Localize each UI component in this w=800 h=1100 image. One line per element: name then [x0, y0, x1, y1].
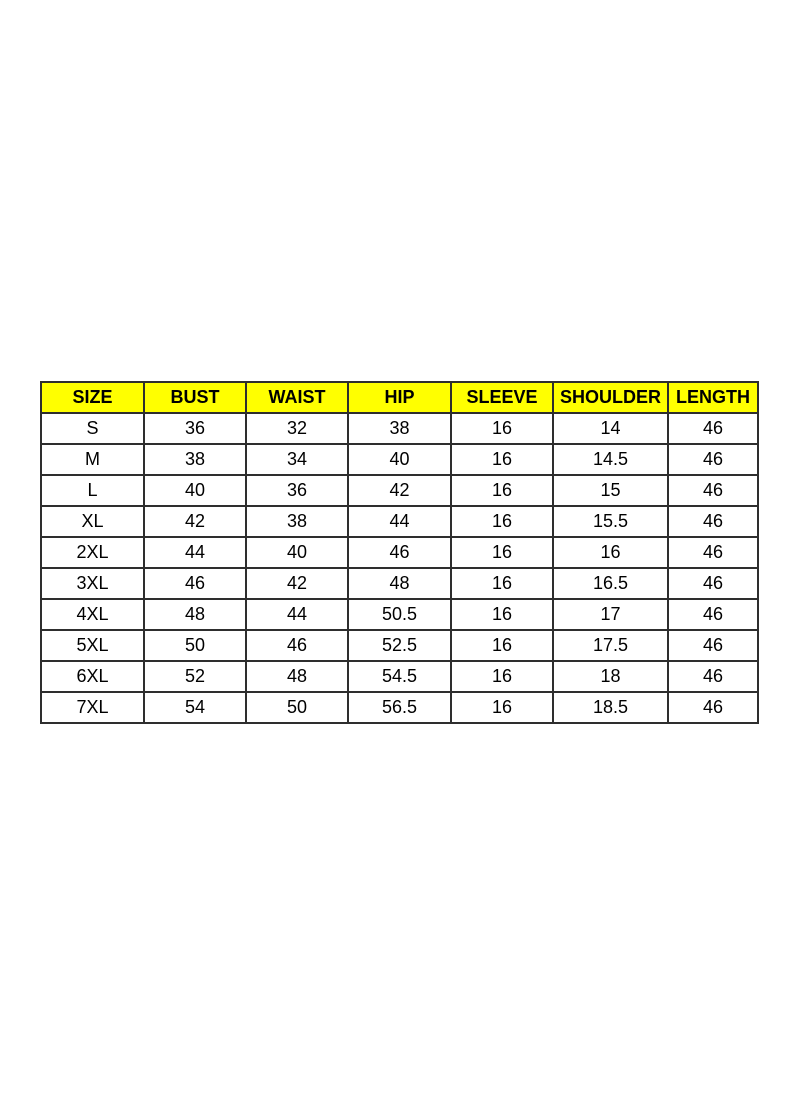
measurement-cell: 40	[143, 474, 247, 507]
measurement-cell: 46	[667, 505, 759, 538]
table-row: 6XL 52 48 54.5 16 18 46	[40, 660, 759, 693]
measurement-cell: 38	[347, 412, 452, 445]
measurement-cell: 46	[667, 598, 759, 631]
measurement-cell: 16	[450, 567, 554, 600]
measurement-cell: 44	[143, 536, 247, 569]
measurement-cell: 54.5	[347, 660, 452, 693]
measurement-cell: 38	[143, 443, 247, 476]
measurement-cell: 52.5	[347, 629, 452, 662]
size-label-cell: 6XL	[40, 660, 145, 693]
measurement-cell: 46	[143, 567, 247, 600]
measurement-cell: 36	[143, 412, 247, 445]
measurement-cell: 46	[347, 536, 452, 569]
table-row: 7XL 54 50 56.5 16 18.5 46	[40, 691, 759, 724]
measurement-cell: 15	[552, 474, 669, 507]
measurement-cell: 46	[667, 629, 759, 662]
measurement-cell: 56.5	[347, 691, 452, 724]
measurement-cell: 42	[143, 505, 247, 538]
table-row: 5XL 50 46 52.5 16 17.5 46	[40, 629, 759, 662]
measurement-cell: 46	[667, 536, 759, 569]
size-label-cell: XL	[40, 505, 145, 538]
measurement-cell: 42	[347, 474, 452, 507]
header-cell-shoulder: SHOULDER	[552, 381, 669, 414]
size-label-cell: 3XL	[40, 567, 145, 600]
size-chart: SIZE BUST WAIST HIP SLEEVE SHOULDER LENGTH S 36…	[40, 381, 759, 724]
header-cell-length: LENGTH	[667, 381, 759, 414]
measurement-cell: 40	[245, 536, 349, 569]
measurement-cell: 50	[143, 629, 247, 662]
table-row: 2XL 44 40 46 16 16 46	[40, 536, 759, 569]
measurement-cell: 46	[667, 691, 759, 724]
measurement-cell: 46	[245, 629, 349, 662]
measurement-cell: 48	[143, 598, 247, 631]
measurement-cell: 15.5	[552, 505, 669, 538]
size-label-cell: S	[40, 412, 145, 445]
measurement-cell: 46	[667, 567, 759, 600]
size-label-cell: L	[40, 474, 145, 507]
measurement-cell: 46	[667, 412, 759, 445]
measurement-cell: 14.5	[552, 443, 669, 476]
header-cell-bust: BUST	[143, 381, 247, 414]
measurement-cell: 46	[667, 474, 759, 507]
size-label-cell: 5XL	[40, 629, 145, 662]
measurement-cell: 54	[143, 691, 247, 724]
size-label-cell: 4XL	[40, 598, 145, 631]
table-row: M 38 34 40 16 14.5 46	[40, 443, 759, 476]
header-cell-sleeve: SLEEVE	[450, 381, 554, 414]
measurement-cell: 16	[450, 443, 554, 476]
header-cell-size: SIZE	[40, 381, 145, 414]
measurement-cell: 16	[552, 536, 669, 569]
measurement-cell: 14	[552, 412, 669, 445]
measurement-cell: 48	[245, 660, 349, 693]
measurement-cell: 16	[450, 505, 554, 538]
measurement-cell: 18	[552, 660, 669, 693]
measurement-cell: 40	[347, 443, 452, 476]
measurement-cell: 16	[450, 660, 554, 693]
measurement-cell: 16	[450, 474, 554, 507]
measurement-cell: 34	[245, 443, 349, 476]
measurement-cell: 16	[450, 536, 554, 569]
measurement-cell: 48	[347, 567, 452, 600]
header-row: SIZE BUST WAIST HIP SLEEVE SHOULDER LENGTH	[40, 381, 759, 414]
size-label-cell: 7XL	[40, 691, 145, 724]
measurement-cell: 32	[245, 412, 349, 445]
measurement-cell: 17.5	[552, 629, 669, 662]
measurement-cell: 36	[245, 474, 349, 507]
measurement-cell: 46	[667, 443, 759, 476]
measurement-cell: 44	[347, 505, 452, 538]
measurement-cell: 16	[450, 412, 554, 445]
measurement-cell: 17	[552, 598, 669, 631]
measurement-cell: 44	[245, 598, 349, 631]
table-row: L 40 36 42 16 15 46	[40, 474, 759, 507]
measurement-cell: 52	[143, 660, 247, 693]
measurement-cell: 50	[245, 691, 349, 724]
size-label-cell: 2XL	[40, 536, 145, 569]
measurement-cell: 46	[667, 660, 759, 693]
size-label-cell: M	[40, 443, 145, 476]
header-cell-hip: HIP	[347, 381, 452, 414]
table-row: 3XL 46 42 48 16 16.5 46	[40, 567, 759, 600]
header-cell-waist: WAIST	[245, 381, 349, 414]
measurement-cell: 50.5	[347, 598, 452, 631]
table-row: XL 42 38 44 16 15.5 46	[40, 505, 759, 538]
measurement-cell: 18.5	[552, 691, 669, 724]
measurement-cell: 16.5	[552, 567, 669, 600]
measurement-cell: 16	[450, 598, 554, 631]
table-row: 4XL 48 44 50.5 16 17 46	[40, 598, 759, 631]
measurement-cell: 38	[245, 505, 349, 538]
measurement-cell: 42	[245, 567, 349, 600]
measurement-cell: 16	[450, 691, 554, 724]
size-chart-table: SIZE BUST WAIST HIP SLEEVE SHOULDER LENGTH S 36…	[40, 381, 759, 724]
table-row: S 36 32 38 16 14 46	[40, 412, 759, 445]
measurement-cell: 16	[450, 629, 554, 662]
